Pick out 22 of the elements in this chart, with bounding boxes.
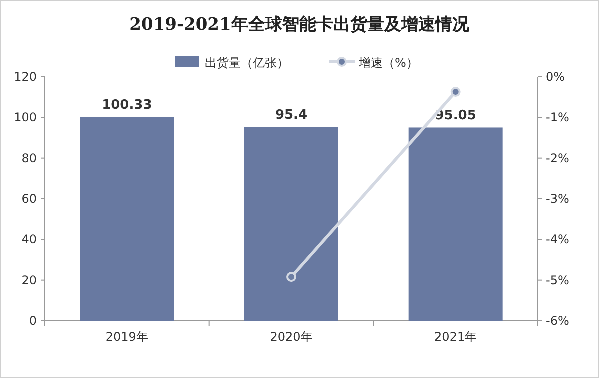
data-label: 95.4 (275, 108, 308, 124)
y2-tick-label: 0% (546, 70, 566, 84)
y-tick-label: 100 (14, 110, 37, 125)
y-tick-label: 0 (29, 314, 37, 328)
y2-tick-label: -3% (546, 192, 570, 206)
y2-tick-label: -4% (546, 232, 570, 247)
y2-tick-label: -6% (546, 314, 570, 328)
chart-title: 2019-2021年全球智能卡出货量及增速情况 (130, 15, 470, 35)
y-tick-label: 80 (22, 151, 37, 166)
y2-tick-label: -1% (546, 110, 570, 125)
legend-label: 增速（%） (358, 56, 418, 70)
y-tick-label: 20 (22, 273, 37, 288)
x-tick-label: 2020年 (270, 330, 313, 344)
legend-label: 出货量（亿张） (205, 56, 289, 70)
y-tick-label: 40 (22, 232, 37, 247)
y-tick-label: 60 (22, 192, 37, 206)
x-tick-label: 2021年 (434, 330, 478, 344)
y2-tick-label: -2% (546, 151, 570, 166)
x-tick-label: 2019年 (106, 330, 148, 344)
data-label: 100.33 (102, 98, 152, 113)
y2-tick-label: -5% (546, 273, 570, 288)
y-tick-label: 120 (14, 70, 37, 84)
